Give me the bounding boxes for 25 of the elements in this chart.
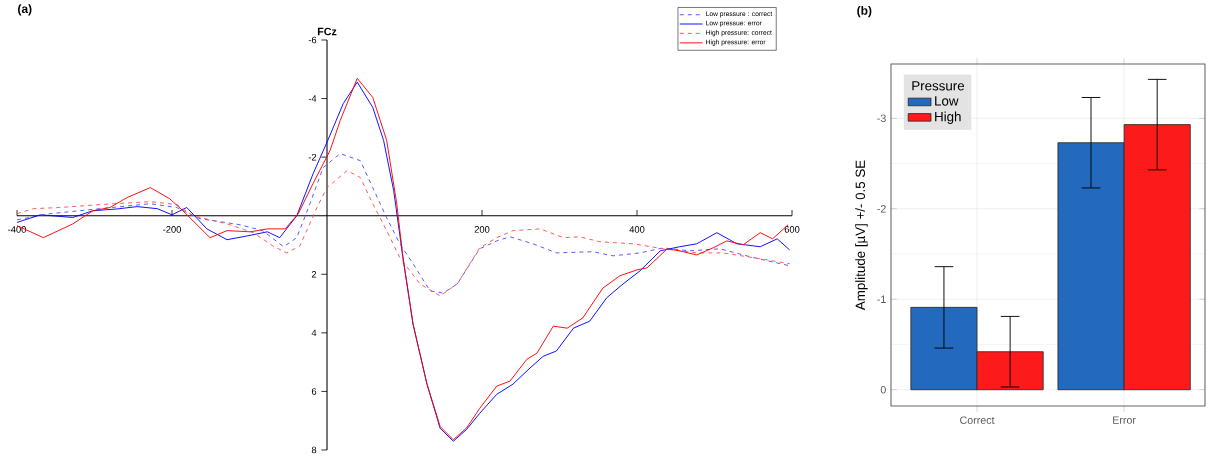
x-tick-label: 600 (784, 226, 800, 233)
y-tick-label: -2 (877, 205, 886, 213)
x-tick-label: 400 (629, 226, 645, 233)
y-tick-label: -6 (308, 36, 317, 44)
x-tick-label: -200 (163, 226, 181, 233)
x-tick-label: Correct (960, 416, 995, 424)
chart-title: (b) (857, 5, 872, 18)
y-tick-label: 4 (311, 329, 317, 337)
y-tick-label: 8 (311, 446, 317, 454)
x-tick-label: -400 (8, 226, 26, 233)
y-axis-title: FCz (317, 27, 337, 36)
legend-title: Pressure (912, 81, 965, 91)
y-tick-label: 6 (311, 388, 317, 395)
y-tick-label: -1 (877, 295, 886, 303)
y-tick-label: 2 (311, 271, 317, 278)
y-tick-label: -2 (308, 153, 317, 161)
y-tick-label: -4 (308, 95, 317, 102)
x-tick-label: Error (1113, 416, 1136, 424)
y-axis-title: Amplitude [µV] +/- 0.5 SE (855, 160, 868, 311)
x-tick-label: 200 (474, 226, 490, 233)
y-tick-label: -3 (877, 114, 886, 123)
chart-title: (a) (18, 4, 32, 16)
y-tick-label: 0 (880, 385, 886, 394)
legend-label: High (935, 111, 961, 124)
legend-label: Low (935, 96, 959, 106)
